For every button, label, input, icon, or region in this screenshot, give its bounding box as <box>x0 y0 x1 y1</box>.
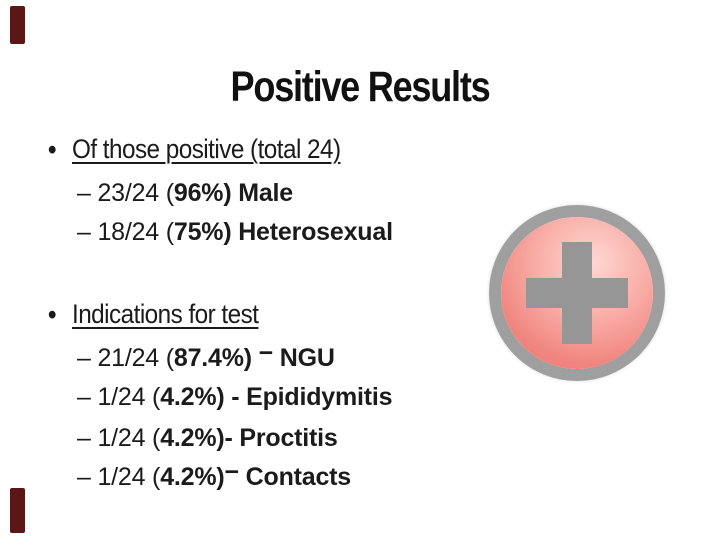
stat-bold-text: 4.2%)- Proctitis <box>160 424 338 452</box>
bullet-subitem: – 18/24 (75%) Heterosexual <box>77 218 393 247</box>
bullet-dot: • <box>47 299 57 331</box>
corner-accent-bar-bottom <box>10 488 25 533</box>
bullet-heading: • Of those positive (total 24) <box>48 134 341 166</box>
bullet-subitem: – 1/24 (4.2%) - Epididymitis <box>77 383 393 412</box>
stat-text: – 18/24 ( <box>77 218 174 246</box>
plus-icon-horizontal-bar <box>526 278 628 308</box>
stat-bold-text: − <box>258 339 274 367</box>
bullet-heading-text: Of those positive (total 24) <box>72 134 341 164</box>
stat-bold-text: 4.2%) <box>160 463 225 491</box>
bullet-subitem: – 21/24 (87.4%) − NGU <box>77 339 335 373</box>
stat-text: – 1/24 ( <box>77 383 161 411</box>
bullet-heading-text: Indications for test <box>72 299 259 329</box>
bullet-subitem: – 1/24 (4.2%)- Proctitis <box>77 424 338 453</box>
stat-text: – 21/24 ( <box>77 344 174 372</box>
bullet-heading: • Indications for test <box>48 299 259 331</box>
stat-text: – 1/24 ( <box>77 463 161 491</box>
bullet-subitem: – 1/24 (4.2%)− Contacts <box>77 458 352 492</box>
plus-icon <box>489 205 665 381</box>
stat-bold-text: 4.2%) - Epididymitis <box>160 383 393 411</box>
stat-bold-text: NGU <box>273 344 335 372</box>
stat-bold-text: − <box>224 458 240 486</box>
bullet-subitem: – 23/24 (96%) Male <box>77 179 293 208</box>
stat-bold-text: 75%) Heterosexual <box>173 218 393 246</box>
bullet-dot: • <box>47 134 57 166</box>
stat-bold-text: Contacts <box>238 463 352 491</box>
corner-accent-bar-top <box>10 6 25 44</box>
stat-text: – 1/24 ( <box>77 424 161 452</box>
stat-bold-text: 96%) Male <box>173 179 293 207</box>
slide-title: Positive Results <box>230 63 491 111</box>
stat-bold-text: 87.4%) <box>173 344 259 372</box>
stat-text: – 23/24 ( <box>77 179 174 207</box>
